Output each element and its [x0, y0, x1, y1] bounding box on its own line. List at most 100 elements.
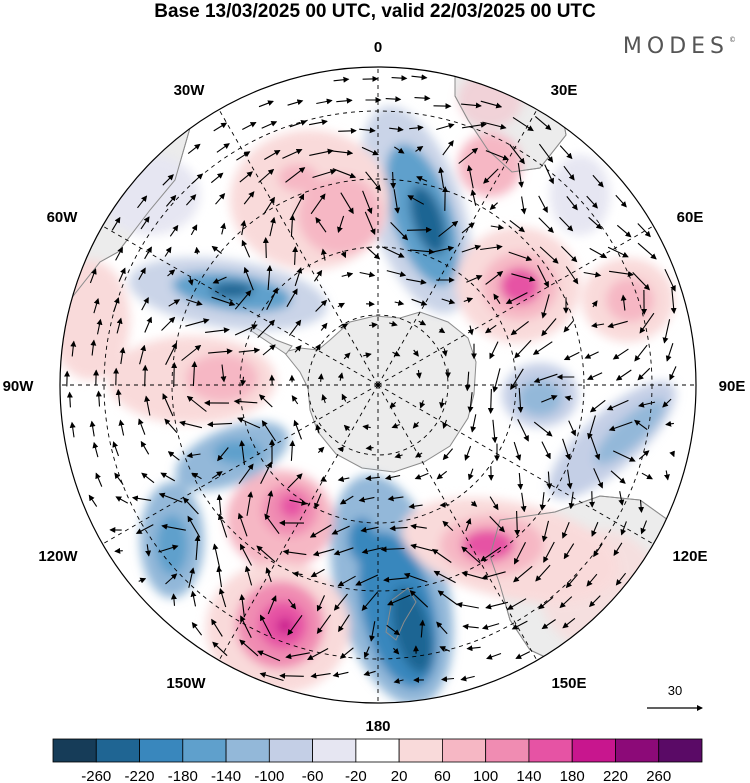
wind-arrow: [314, 493, 322, 510]
wind-arrow: [508, 251, 533, 262]
wind-arrow: [361, 146, 379, 156]
wind-arrow: [439, 646, 451, 652]
lon-label-150e: 150E: [551, 675, 586, 692]
wind-arrow: [634, 344, 648, 362]
wind-arrow: [286, 288, 298, 308]
wind-arrow: [514, 542, 526, 565]
map-title: Base 13/03/2025 00 UTC, valid 22/03/2025…: [154, 1, 596, 22]
wind-arrow: [392, 350, 401, 357]
wind-arrow: [341, 271, 354, 278]
wind-arrow: [392, 647, 400, 655]
lon-label-180: 180: [365, 718, 390, 735]
wind-arrow: [211, 296, 236, 307]
colorbar-tick-label: -140: [211, 768, 241, 783]
wind-arrow: [309, 524, 332, 538]
wind-arrow: [461, 102, 482, 109]
wind-arrow: [139, 344, 147, 365]
wind-arrow: [593, 468, 604, 489]
wind-arrow: [607, 320, 628, 329]
colorbar-box: [225, 738, 270, 763]
wind-arrow: [233, 398, 258, 405]
wind-arrow: [239, 639, 259, 657]
wind-arrow: [332, 671, 349, 678]
wind-arrow: [483, 168, 499, 184]
wind-arrow: [412, 421, 420, 429]
wind-arrow: [112, 441, 120, 457]
wind-arrow: [310, 672, 331, 679]
positive-anomaly: [280, 494, 304, 518]
wind-arrow: [537, 265, 549, 288]
colorbar-tick-label: 60: [434, 768, 451, 783]
wind-arrow: [441, 348, 448, 357]
wind-arrow: [561, 246, 578, 263]
wind-arrow: [412, 349, 419, 357]
wind-arrow: [363, 352, 372, 359]
wind-arrow: [220, 364, 227, 383]
wind-arrow: [618, 491, 625, 506]
wind-arrow: [312, 169, 337, 179]
wind-arrow: [409, 124, 424, 131]
wind-arrow: [485, 601, 509, 610]
wind-arrow: [266, 490, 274, 515]
wind-arrow: [246, 491, 254, 516]
lon-label-30w: 30W: [174, 82, 206, 99]
wind-arrow: [208, 348, 233, 355]
wind-arrow: [89, 420, 96, 437]
wind-arrow: [321, 394, 328, 404]
wind-arrow: [464, 445, 472, 461]
wind-arrow: [332, 168, 357, 179]
wind-arrow: [616, 224, 632, 238]
negative-anomaly: [409, 185, 447, 255]
wind-arrow: [480, 100, 503, 109]
wind-arrow: [437, 590, 458, 606]
wind-arrow: [639, 312, 655, 334]
wind-arrow: [313, 269, 323, 282]
wind-arrow: [458, 147, 479, 164]
wind-arrow: [66, 391, 73, 408]
wind-arrow: [162, 393, 174, 417]
wind-arrow: [360, 526, 379, 533]
wind-arrow: [191, 361, 198, 387]
wind-vectors: [64, 74, 677, 684]
wind-arrow: [220, 222, 227, 235]
wind-arrow: [238, 347, 261, 354]
wind-arrow: [511, 620, 528, 630]
wind-arrow: [165, 194, 177, 207]
wind-arrow: [534, 115, 552, 131]
wind-arrow: [517, 418, 529, 442]
wind-arrow: [513, 565, 533, 583]
wind-arrow: [369, 621, 376, 642]
lon-label-90e: 90E: [719, 378, 746, 395]
colorbar: -260 -220 -180 -140 -100 -60 -20 20 60 100 140 180 2…: [52, 738, 703, 783]
wind-arrow: [261, 420, 277, 442]
wind-arrow: [442, 419, 449, 429]
wind-arrow: [264, 513, 280, 535]
wind-arrow: [337, 575, 356, 587]
wind-arrow: [207, 421, 233, 428]
wind-arrow: [310, 193, 326, 215]
colorbar-tick-label: -260: [81, 768, 111, 783]
wind-arrow: [515, 651, 531, 659]
wind-arrow: [265, 567, 272, 583]
wind-arrow: [333, 593, 348, 611]
wind-arrow: [541, 318, 557, 337]
wind-arrow: [171, 362, 178, 388]
wind-arrow: [465, 517, 472, 532]
wind-arrow: [287, 473, 303, 489]
wind-arrow: [517, 472, 524, 490]
wind-arrow: [191, 472, 202, 480]
wind-arrow: [464, 371, 471, 392]
wind-arrow: [467, 325, 474, 336]
wind-arrow: [393, 146, 405, 154]
wind-arrow: [460, 675, 475, 682]
wind-arrow: [158, 492, 183, 503]
negative-anomaly: [391, 587, 433, 673]
wind-arrow: [535, 564, 551, 582]
wind-arrow: [541, 394, 558, 403]
wind-arrow: [239, 594, 246, 618]
wind-arrow: [289, 499, 308, 506]
lon-label-60w: 60W: [47, 209, 79, 226]
wind-arrow: [431, 548, 452, 563]
wind-arrow: [387, 495, 404, 502]
negative-anomaly: [156, 515, 188, 575]
